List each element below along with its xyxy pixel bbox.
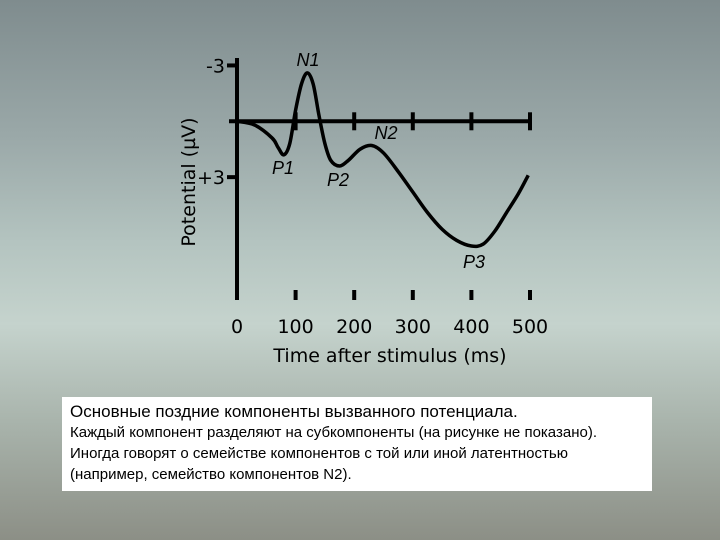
x-tick-label: 300 <box>395 316 431 338</box>
caption-title: Основные поздние компоненты вызванного п… <box>70 402 518 421</box>
x-tick-label: 400 <box>453 316 489 338</box>
component-label: P2 <box>327 170 349 190</box>
component-label: P3 <box>463 252 485 272</box>
x-axis-label: Time after stimulus (ms) <box>272 345 506 367</box>
erp-line <box>236 71 530 249</box>
y-axis-label: Potential (µV) <box>178 117 200 246</box>
y-tick-label: +3 <box>197 167 225 189</box>
caption-text: Каждый компонент разделяют на субкомпоне… <box>70 424 597 483</box>
x-tick-label: 100 <box>277 316 313 338</box>
x-tick-label: 200 <box>336 316 372 338</box>
chart: Potential (µV) Time after stimulus (ms) … <box>178 50 548 367</box>
y-tick-label: -3 <box>206 55 225 77</box>
component-label: N2 <box>374 123 397 143</box>
x-tick-label: 0 <box>231 316 243 338</box>
component-label: N1 <box>296 50 319 70</box>
caption: Основные поздние компоненты вызванного п… <box>62 397 652 491</box>
component-label: P1 <box>272 158 294 178</box>
x-tick-label: 500 <box>512 316 548 338</box>
